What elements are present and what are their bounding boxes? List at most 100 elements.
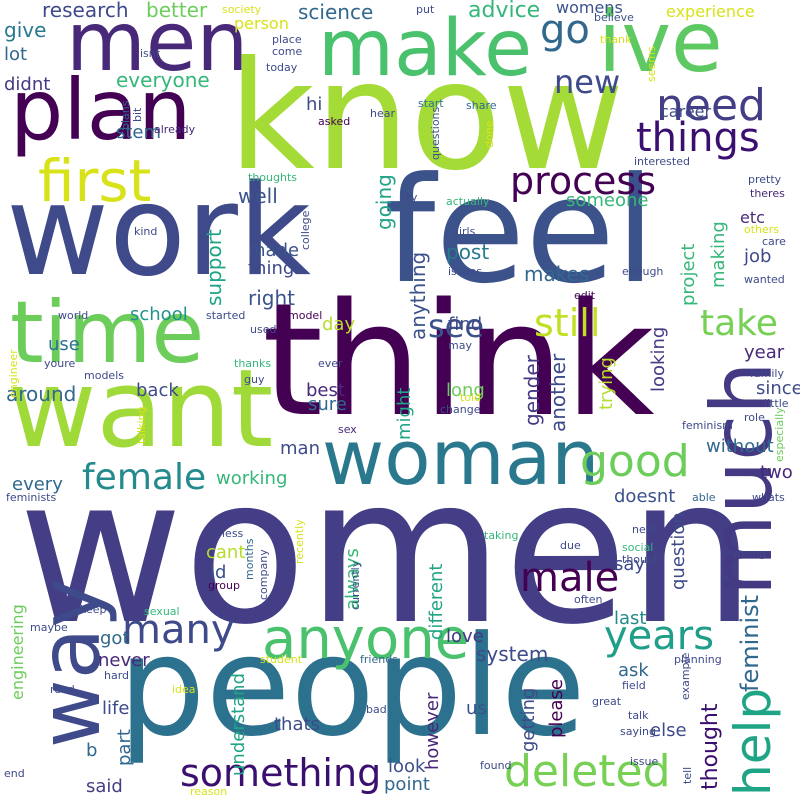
word: different [426,563,447,640]
word: youre [44,357,76,370]
word: female [82,457,207,498]
word: advice [468,0,541,23]
word: whats [752,491,785,504]
word: currently [349,560,362,610]
word: process [510,159,657,203]
word: right [248,286,295,310]
word: tell [681,766,694,784]
word: getting [518,687,539,752]
word: family [750,367,784,380]
word: college [299,210,312,250]
word: take [700,303,778,344]
word: day [322,314,356,335]
word: first [38,147,152,215]
word: taking [484,529,519,542]
word: b [86,740,98,761]
word: another [546,353,570,432]
word: need [656,80,766,131]
word: post [446,240,490,264]
word: try [402,191,418,204]
word: people [118,606,586,767]
word: make [318,4,533,94]
word: time [10,283,205,383]
word: already [154,123,196,136]
word: bad [366,703,387,716]
word: around [6,382,77,406]
word: often [574,593,603,606]
word: wanted [744,273,785,286]
word: womens [556,0,623,17]
word: thing [248,258,295,279]
word: enough [622,265,664,278]
word: since [756,378,800,399]
word: interested [634,155,690,168]
word: find [448,314,483,335]
word: planning [674,653,722,666]
word: else [650,720,687,741]
word: support [202,229,226,306]
word: many [122,607,235,653]
word: little [764,397,789,410]
word: share [466,99,497,112]
word: life [102,698,130,719]
word: question [668,512,689,590]
word: love [446,626,484,647]
word: thanks [234,357,272,370]
word: better [146,0,208,22]
word: system [476,642,549,666]
word: hi [306,94,323,115]
word: every [12,474,63,495]
word: read [50,683,75,696]
word: doesnt [614,486,676,507]
word: end [4,767,25,780]
word: engineer [7,349,20,398]
word: anyone [262,607,470,672]
word: lot [4,44,28,65]
word: edit [574,289,596,302]
word: believe [594,11,634,24]
word: looking [648,326,669,392]
word: project [678,243,699,306]
word: months [243,538,256,580]
word: models [84,369,124,382]
word: part [114,729,135,766]
word: last [614,608,647,629]
word: example [679,652,692,700]
word: plan [10,61,192,159]
word: told [460,391,482,404]
word: feel [384,146,656,316]
word: model [288,309,323,322]
word: talk [628,709,649,722]
word: company [257,549,270,600]
word: thank [600,33,632,46]
word: long [446,380,485,401]
word: never [98,650,150,671]
word: work [6,157,311,304]
word: thought [698,703,723,790]
word: man [280,438,320,459]
word: science [298,0,374,24]
word: maybe [30,621,68,634]
word: put [416,3,435,16]
word: please [546,679,567,738]
word: student [260,653,303,666]
word: today [266,61,298,74]
word: years [604,613,715,659]
word: idea [172,683,196,696]
word: reason [190,785,228,798]
word: job [744,246,772,267]
word: hard [104,669,130,682]
word: best [306,380,345,401]
word: questions [429,106,442,160]
word: field [622,679,646,692]
word: girls [452,225,476,238]
word: due [560,539,581,552]
word: saying [620,725,656,738]
word: ive [598,0,723,91]
word: new [554,63,621,101]
word: place [272,33,302,46]
word: care [762,235,786,248]
word: started [206,309,246,322]
word: deleted [504,746,671,797]
